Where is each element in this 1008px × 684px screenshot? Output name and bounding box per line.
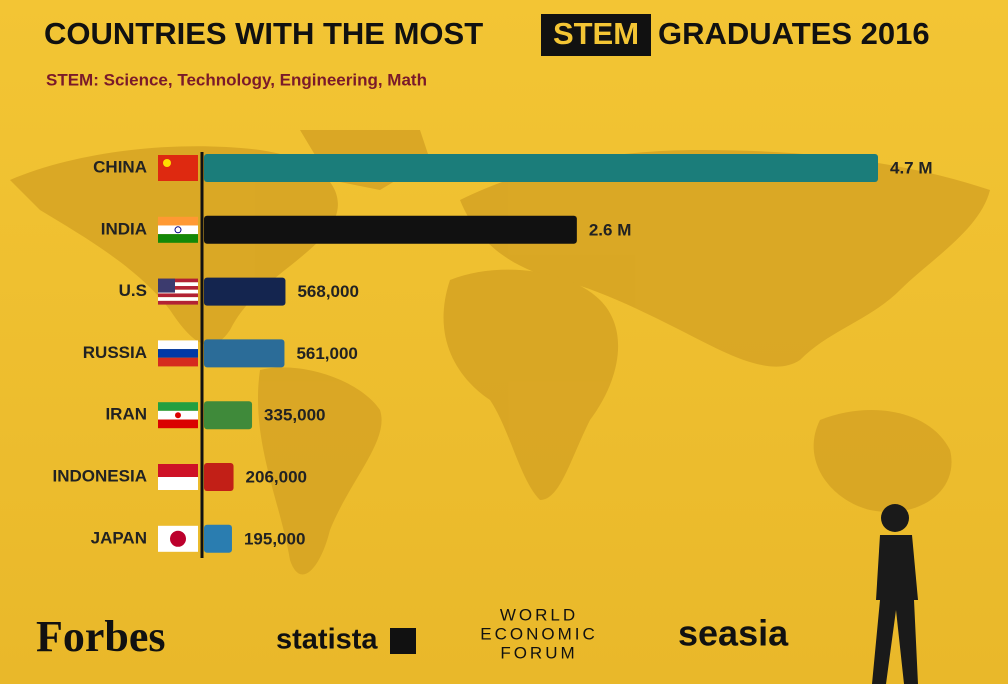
category-label: RUSSIA [83,343,147,362]
flag-emblem [175,412,181,419]
flag [158,419,198,429]
value-label: 561,000 [296,344,357,363]
logo-forbes: Forbes [36,612,166,661]
flag [158,289,198,294]
bar [204,277,286,306]
category-label: CHINA [93,157,147,176]
chart-title-end: GRADUATES 2016 [658,16,930,51]
category-label: JAPAN [91,528,147,547]
category-label: U.S [119,281,147,300]
value-label: 195,000 [244,529,305,548]
person [872,504,918,684]
flag [158,464,198,477]
category-label: IRAN [105,405,147,424]
category-label: INDIA [101,219,147,238]
flag-star [163,159,171,167]
flag-group [158,402,198,429]
flag-wheel [174,226,182,234]
flag [158,477,198,490]
value-label: 2.6 M [589,220,632,239]
category-label: INDONESIA [53,466,147,485]
bar [204,215,577,244]
flag-group [158,340,198,367]
flag [158,225,198,235]
logo-statista: statista [276,624,378,656]
flag [158,349,198,358]
flag-group [158,216,198,243]
flag [158,282,198,287]
logo-wef-2: ECONOMIC [480,624,598,643]
bar [204,524,232,553]
flag [158,216,198,226]
statista-icon [390,628,416,654]
logo-wef-1: WORLD [500,605,578,624]
flag [158,155,198,181]
chart-title: COUNTRIES WITH THE MOST [44,16,483,51]
flag [158,293,198,298]
bar [204,401,253,430]
logo-wef-3: FORUM [500,643,577,662]
value-label: 206,000 [246,467,307,486]
flag-sun [170,530,186,547]
subtitle: STEM: Science, Technology, Engineering, … [46,70,427,89]
flag [158,357,198,367]
chart-title-highlight: STEM [553,16,639,51]
flag [158,300,198,305]
value-label: 335,000 [264,406,325,425]
flag-canton [158,278,175,293]
flag [158,297,198,301]
flag [158,234,198,243]
flag-group [158,155,198,181]
bar [204,154,878,182]
flag [158,340,198,350]
title-highlight-box [541,14,651,56]
flag [158,286,198,290]
flag [158,402,198,411]
flag-group [158,525,198,552]
bar [204,463,234,491]
flag-group [158,464,198,490]
value-label: 4.7 M [890,158,933,177]
logo-seasia: seasia [678,613,789,654]
bar [204,339,285,368]
flag-group [158,278,198,305]
flag [158,278,198,283]
value-label: 568,000 [297,282,358,301]
